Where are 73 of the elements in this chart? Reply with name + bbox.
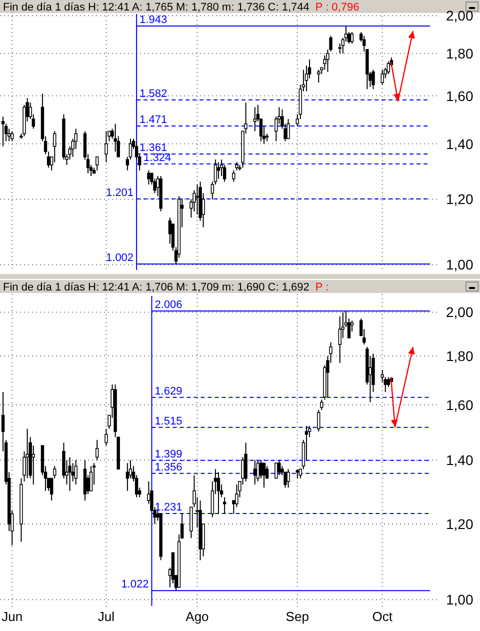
y-tick-label: 1,40 — [446, 136, 474, 152]
ref-line-label: 1.231 — [154, 501, 182, 514]
x-tick-label: Jul — [98, 609, 115, 624]
candlestick — [278, 460, 281, 476]
candlestick — [104, 428, 108, 446]
y-tick-label: 1,00 — [446, 592, 474, 608]
candlestick — [104, 130, 108, 163]
y-tick-label: 1,80 — [446, 348, 474, 364]
candlestick — [338, 316, 342, 364]
candlestick — [253, 106, 256, 132]
ref-line-label: 1.201 — [106, 186, 134, 199]
x-tick-label: Jun — [2, 609, 23, 624]
candlestick — [180, 513, 184, 539]
ref-line-label: 1.943 — [140, 14, 168, 26]
candlestick — [216, 162, 220, 180]
candlestick — [253, 460, 256, 486]
candlestick — [96, 156, 99, 171]
y-tick-label: 1,20 — [446, 191, 474, 208]
y-tick-label: 1,00 — [446, 256, 474, 273]
candlestick — [274, 462, 278, 479]
ref-line-label: 1.629 — [154, 385, 182, 398]
candlestick — [216, 472, 220, 514]
candlestick — [74, 460, 78, 486]
ref-line-label: 1.471 — [140, 114, 168, 126]
candlestick — [26, 428, 29, 479]
x-tick-label: Ago — [186, 609, 209, 624]
y-tick-label: 1,60 — [446, 88, 474, 104]
candlestick — [232, 170, 236, 182]
candlestick — [317, 69, 320, 84]
candlestick — [350, 32, 354, 44]
candlestick — [168, 217, 172, 244]
chart-subtitle: P : — [315, 282, 329, 294]
candlestick — [317, 409, 320, 432]
candlestick — [344, 25, 348, 42]
candlestick — [256, 460, 260, 482]
candlestick — [262, 462, 266, 488]
candlestick — [8, 128, 11, 142]
candlestick — [286, 468, 290, 488]
x-tick-label: Oct — [372, 609, 393, 624]
candlestick — [96, 439, 99, 461]
ref-line-label: 1.582 — [140, 88, 168, 100]
chart-subtitle: P : 0,796 — [315, 2, 360, 14]
candlestick — [89, 466, 93, 492]
ref-line-label: 1.022 — [121, 578, 149, 591]
chart-title: Fin de día 1 días H: 12:41 A: 1,706 M: 1,709 m: 1,690 C: 1,692 — [3, 282, 310, 294]
candlestick — [1, 116, 5, 147]
y-tick-label: 2,00 — [446, 304, 474, 320]
candlestick — [386, 61, 390, 74]
ref-line-label: 1.356 — [154, 461, 182, 474]
chart-title: Fin de día 1 días H: 12:41 A: 1,765 M: 1,780 m: 1,736 C: 1,744 — [3, 2, 310, 14]
candlestick — [235, 484, 238, 508]
candlestick — [372, 69, 375, 90]
ref-line-label: 1.002 — [106, 252, 134, 264]
candlestick — [68, 456, 72, 492]
ref-line-label: 1.361 — [140, 142, 168, 154]
y-tick-label: 1,60 — [446, 396, 474, 413]
candlestick — [386, 376, 390, 388]
x-tick-label: Sep — [286, 609, 309, 624]
y-tick-label: 1,40 — [446, 452, 474, 468]
y-tick-label: 1,20 — [446, 516, 474, 532]
candlestick — [126, 462, 130, 492]
ref-line-label: 1.515 — [154, 415, 182, 428]
ref-line-label: 1.399 — [154, 448, 182, 460]
candlestick — [10, 130, 14, 142]
candlestick — [286, 118, 290, 140]
y-tick-label: 1,80 — [446, 45, 474, 62]
y-tick-label: 2,00 — [446, 8, 474, 24]
ref-line-label: 2.006 — [154, 299, 182, 312]
candlestick — [259, 460, 263, 479]
candlestick — [147, 170, 150, 186]
candlestick — [53, 130, 56, 163]
candlestick — [32, 445, 35, 486]
candlestick — [320, 399, 324, 410]
